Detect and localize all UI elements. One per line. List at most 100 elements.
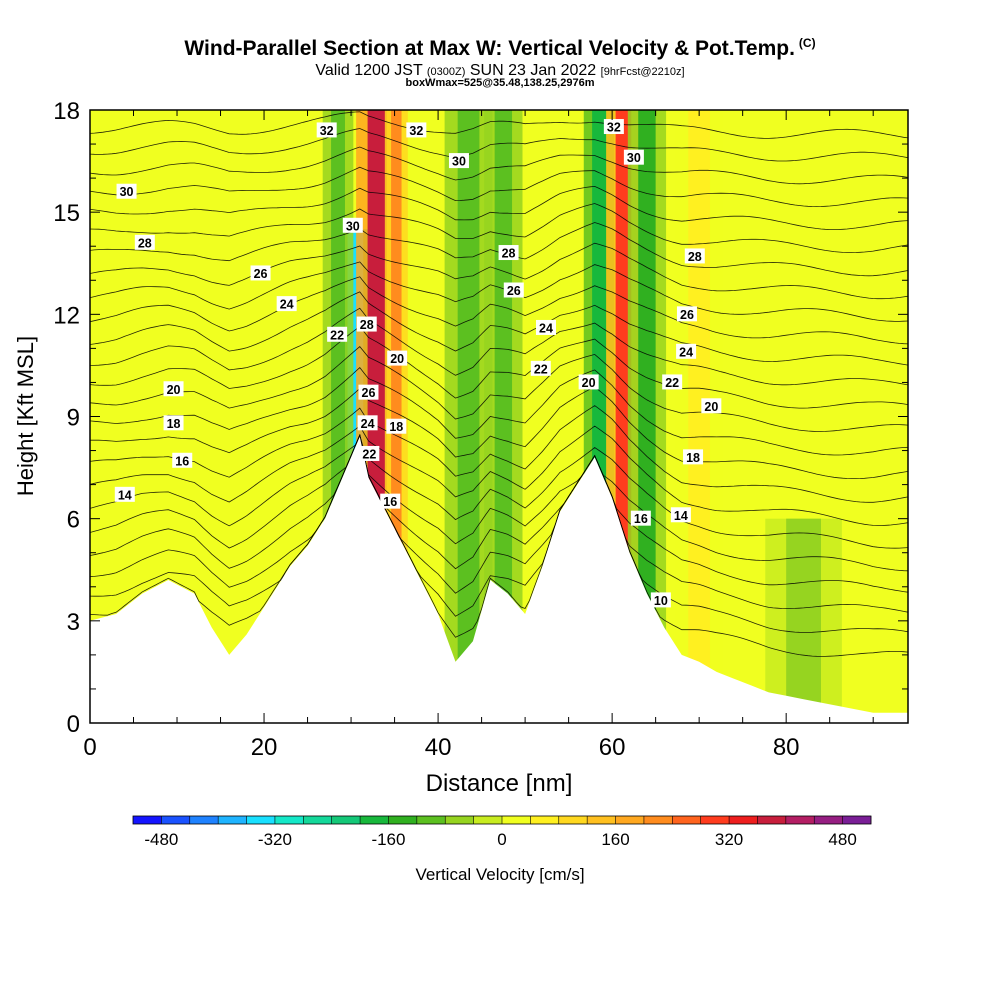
isentrope-label: 32 (603, 119, 624, 135)
isentrope-line (90, 346, 908, 432)
colorbar-tick-label: 480 (828, 830, 856, 849)
isentrope-label: 24 (357, 415, 378, 431)
isentrope-label-bg (683, 449, 704, 465)
x-tick-label: 0 (83, 734, 96, 761)
isentrope-label: 20 (578, 374, 599, 390)
isentrope-label: 20 (163, 381, 184, 397)
box-info: boxWmax=525@35.48,138.25,2976m (405, 77, 595, 89)
isentrope-line (90, 166, 908, 208)
isentrope-line (90, 276, 908, 345)
isentrope-label-bg (276, 296, 297, 312)
colorbar-swatch (672, 816, 701, 824)
isentrope-label: 26 (358, 384, 379, 400)
axes: 0 20 40 60 80 0 3 6 9 12 15 18 (53, 98, 908, 761)
isentrope-label: 18 (683, 449, 704, 465)
isentrope-label-text: 28 (138, 236, 152, 250)
isentrope-label-text: 24 (280, 298, 294, 312)
isentrope-label-bg (356, 316, 377, 332)
isentrope-label-text: 30 (346, 219, 360, 233)
isentrope-line (90, 367, 908, 456)
chart-subtitle: Valid 1200 JST (0300Z) SUN 23 Jan 2022 [… (0, 62, 1000, 80)
isentrope-label-text: 32 (409, 124, 423, 138)
y-axis-label: Height [Kft MSL] (13, 336, 38, 496)
isentrope-label-text: 20 (582, 376, 596, 390)
colorbar-swatch (502, 816, 531, 824)
valid-utc: (0300Z) (426, 66, 466, 78)
isentrope-label-text: 22 (534, 362, 548, 376)
isentrope-label-text: 20 (167, 383, 181, 397)
isentrope-label-text: 30 (627, 151, 641, 165)
isentrope-label-text: 18 (167, 417, 181, 431)
isentrope-label-text: 10 (654, 594, 668, 608)
isentrope-line (90, 386, 908, 479)
colorbar-tick-label: -320 (258, 830, 292, 849)
colorbar-swatch (246, 816, 276, 824)
isentrope-line (90, 405, 908, 503)
colorbar-swatch (161, 816, 191, 824)
colorbar-swatch (189, 816, 219, 824)
isentrope-label: 28 (356, 316, 377, 332)
velocity-band (786, 518, 821, 723)
isentrope-line (90, 203, 908, 254)
isentrope-line (90, 433, 908, 613)
colorbar-swatch (416, 816, 446, 824)
isentrope-label-text: 26 (362, 386, 376, 400)
isentrope-label: 26 (503, 282, 524, 298)
x-tick-label: 20 (251, 734, 278, 761)
isentrope-label-bg (359, 445, 380, 461)
colorbar-swatch (303, 816, 332, 824)
isentrope-label: 18 (386, 418, 407, 434)
isentrope-label-text: 24 (679, 345, 693, 359)
colorbar-swatch (757, 816, 787, 824)
colorbar-swatch (331, 816, 361, 824)
isentrope-line (90, 433, 908, 657)
colorbar-swatch (445, 816, 474, 824)
colorbar-tick-label: -480 (144, 830, 178, 849)
isentrope-label-text: 28 (502, 247, 516, 261)
isentrope-label-bg (134, 234, 155, 250)
isentrope-label-bg (676, 306, 697, 322)
isentrope-label: 22 (662, 374, 683, 390)
colorbar-label: Vertical Velocity [cm/s] (415, 865, 584, 884)
isentrope-line (90, 185, 908, 230)
isentrope-label: 10 (650, 592, 671, 608)
isentrope-label: 22 (359, 445, 380, 461)
isentrope-line (90, 261, 908, 322)
colorbar-swatch (615, 816, 645, 824)
valid-date: SUN 23 Jan 2022 (469, 62, 597, 79)
colorbar-swatch (558, 816, 588, 824)
isentrope-label-bg (250, 265, 271, 281)
isentrope-label-bg (116, 183, 137, 199)
isentrope-label: 32 (316, 122, 337, 138)
terrain-mask (90, 436, 908, 723)
isentrope-label-text: 24 (361, 417, 375, 431)
isentrope-label-bg (670, 507, 691, 523)
isentrope-label-text: 26 (507, 284, 521, 298)
isentrope-label: 30 (623, 149, 644, 165)
isentrope-label-bg (630, 510, 651, 526)
isentrope-label-bg (676, 343, 697, 359)
isentrope-label: 20 (387, 350, 408, 366)
isentrope-label-text: 18 (389, 420, 403, 434)
isentrope-label-text: 14 (674, 509, 688, 523)
isentrope-line (90, 433, 908, 572)
colorbar-swatch (274, 816, 304, 824)
isentrope-label: 18 (163, 415, 184, 431)
isentrope-label-bg (662, 374, 683, 390)
y-tick-label: 0 (67, 711, 80, 738)
isentrope-line (90, 146, 908, 185)
colorbar-tick-label: -160 (371, 830, 405, 849)
isentrope-label-bg (342, 217, 363, 233)
y-tick-label: 12 (53, 302, 80, 329)
x-tick-label: 80 (773, 734, 800, 761)
isentrope-label-bg (498, 245, 519, 261)
isentrope-label-bg (380, 493, 401, 509)
colorbar: -480 -320 -160 0 160 320 480 (132, 815, 872, 849)
isentrope-label-bg (172, 452, 193, 468)
isentrope-label-bg (650, 592, 671, 608)
isentrope-label-bg (701, 398, 722, 414)
isentrope-label-bg (535, 319, 556, 335)
isentrope-label-text: 22 (362, 447, 376, 461)
isentrope-label-text: 14 (118, 488, 132, 502)
valid-time: Valid 1200 JST (315, 62, 423, 79)
